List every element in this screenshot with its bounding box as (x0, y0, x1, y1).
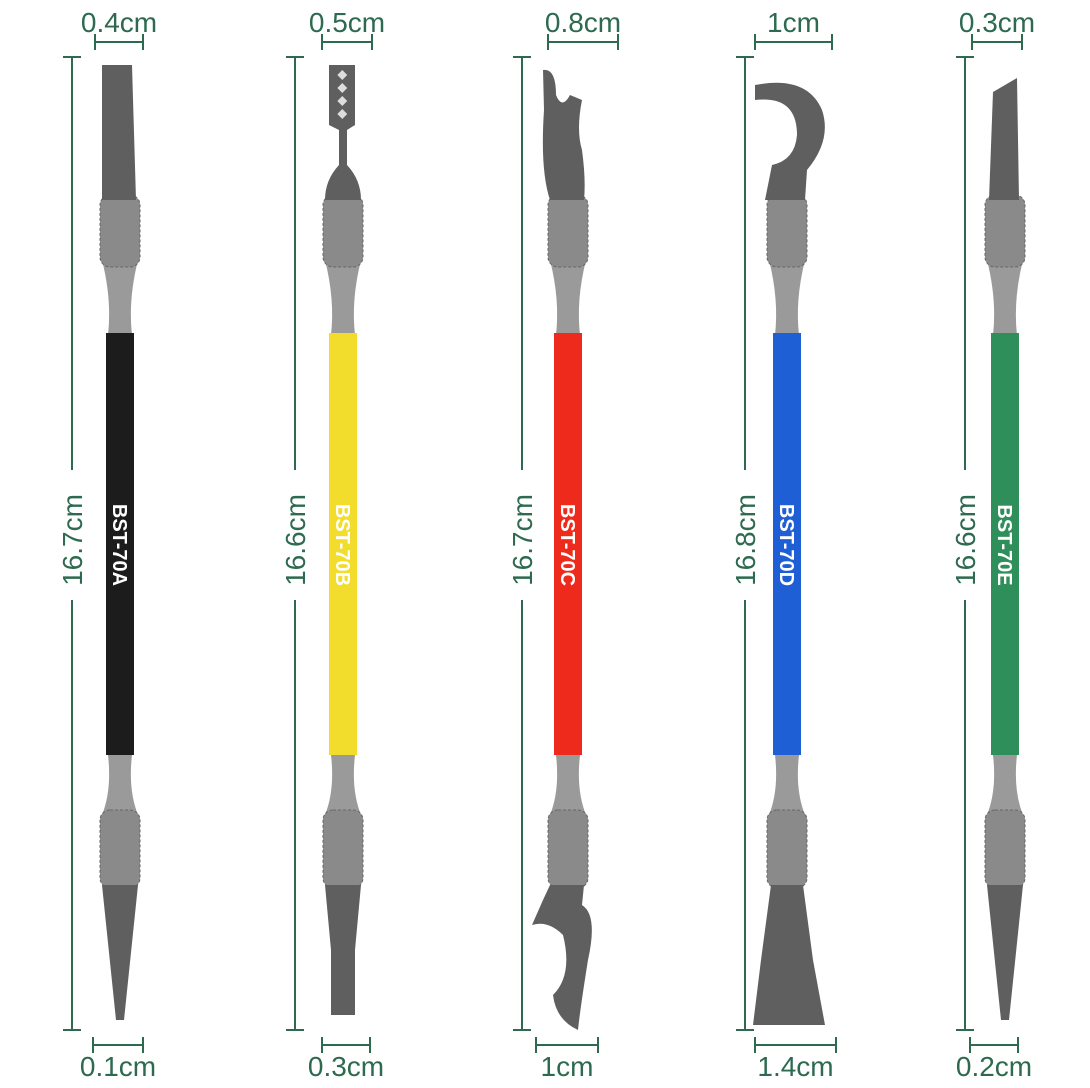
tool-bst-70b: 16.6cm 0.5cm 0.3cm BST-70B (279, 7, 385, 1082)
upper-neck (987, 260, 1023, 335)
lower-knurled-grip (322, 809, 364, 889)
length-label-background (56, 470, 88, 600)
bottom-tip-pointed (102, 885, 138, 1020)
top-width-label: 1cm (767, 7, 820, 38)
bottom-width-label: 0.3cm (308, 1051, 384, 1082)
length-label-background (506, 470, 538, 600)
upper-knurled-grip (322, 194, 364, 268)
upper-neck (769, 260, 805, 335)
length-label-background (949, 470, 981, 600)
top-tip-angled (989, 78, 1019, 200)
upper-knurled-grip (99, 194, 141, 268)
upper-neck (550, 260, 586, 335)
upper-knurled-grip (984, 194, 1026, 268)
bottom-tip-wide-spatula (753, 885, 825, 1025)
bottom-tip-curved-blade (532, 885, 592, 1030)
top-tip-hook (542, 69, 585, 201)
top-tip-big-hook (755, 82, 825, 200)
handle (554, 333, 582, 755)
handle (773, 333, 801, 755)
bottom-tip-pointed (987, 885, 1023, 1020)
length-label: 16.8cm (730, 494, 761, 586)
length-label-background (279, 470, 311, 600)
top-width-label: 0.3cm (959, 7, 1035, 38)
lower-knurled-grip (766, 809, 808, 889)
tool-bst-70e: 16.6cm 0.3cm 0.2cm BST-70E (949, 7, 1035, 1082)
top-width-label: 0.4cm (81, 7, 157, 38)
top-width-label: 0.5cm (309, 7, 385, 38)
top-width-label: 0.8cm (545, 7, 621, 38)
tool-bst-70a: 16.7cm 0.4cm 0.1cm BST-70A (56, 7, 157, 1082)
upper-neck (325, 260, 361, 335)
bottom-width-label: 1cm (541, 1051, 594, 1082)
model-label: BST-70B (331, 504, 353, 586)
bottom-width-label: 0.1cm (80, 1051, 156, 1082)
tool-bst-70c: 16.7cm 0.8cm 1cm BST-70C (506, 7, 621, 1082)
handle (106, 333, 134, 755)
lower-knurled-grip (984, 809, 1026, 889)
upper-neck (102, 260, 138, 335)
length-label: 16.7cm (57, 494, 88, 586)
serration-dot (337, 70, 348, 80)
model-label: BST-70E (993, 504, 1015, 585)
bottom-width-label: 1.4cm (757, 1051, 833, 1082)
top-tip-serrated (325, 65, 361, 200)
bottom-tip-flat (325, 885, 361, 1015)
length-label: 16.6cm (950, 494, 981, 586)
lower-neck (987, 755, 1023, 815)
upper-knurled-grip (547, 194, 589, 268)
handle (991, 333, 1019, 755)
lower-neck (325, 755, 361, 815)
bottom-width-label: 0.2cm (956, 1051, 1032, 1082)
length-label: 16.6cm (280, 494, 311, 586)
model-label: BST-70D (775, 504, 797, 586)
lower-knurled-grip (99, 809, 141, 889)
serration-dot (337, 83, 348, 93)
serration-dot (337, 96, 348, 106)
model-label: BST-70C (556, 504, 578, 586)
lower-knurled-grip (547, 809, 589, 889)
lower-neck (102, 755, 138, 815)
length-label: 16.7cm (507, 494, 538, 586)
top-tip-flat (102, 65, 136, 200)
model-label: BST-70A (108, 504, 130, 586)
handle (329, 333, 357, 755)
lower-neck (769, 755, 805, 815)
lower-neck (550, 755, 586, 815)
tool-bst-70d: 16.8cm 1cm 1.4cm BST-70D (729, 7, 837, 1082)
serration-dot (337, 109, 348, 119)
length-label-background (729, 470, 761, 600)
upper-knurled-grip (766, 194, 808, 268)
